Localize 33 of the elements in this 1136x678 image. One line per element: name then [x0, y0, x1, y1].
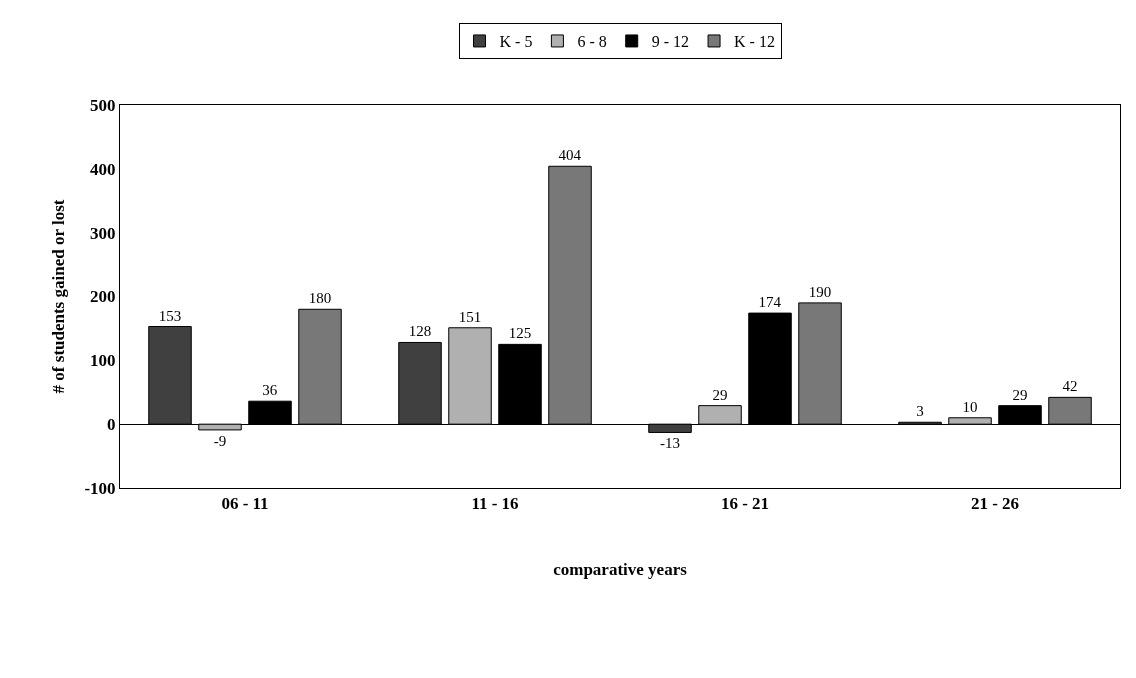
data-label: -13 — [660, 435, 680, 452]
legend-label: K - 12 — [734, 33, 775, 51]
y-tick-label: -100 — [84, 478, 116, 498]
data-label: 153 — [158, 307, 182, 324]
data-label: 42 — [1062, 378, 1078, 395]
data-label: 190 — [808, 283, 832, 300]
data-label: 151 — [458, 308, 482, 325]
y-tick-label: 200 — [90, 287, 116, 307]
data-label: 3 — [916, 403, 924, 420]
y-tick-label: 400 — [90, 159, 116, 179]
data-label: -9 — [213, 432, 227, 449]
data-label: 29 — [1012, 386, 1028, 403]
y-tick-label: 300 — [90, 223, 116, 243]
x-axis-title: comparative years — [553, 559, 688, 579]
y-axis-title: # of students gained or lost — [48, 199, 68, 394]
legend-label: 6 - 8 — [577, 33, 607, 51]
y-tick-label: 0 — [107, 415, 116, 435]
x-tick-label: 11 - 16 — [471, 494, 519, 514]
y-tick-label: 500 — [90, 95, 116, 115]
y-tick-label: 100 — [90, 351, 116, 371]
data-label: 128 — [408, 323, 432, 340]
data-label: 10 — [962, 398, 978, 415]
x-tick-label: 06 - 11 — [221, 494, 269, 514]
data-label: 29 — [712, 386, 728, 403]
data-label: 36 — [262, 382, 278, 399]
data-label: 404 — [558, 147, 582, 164]
x-tick-label: 21 - 26 — [970, 494, 1020, 514]
data-label: 174 — [758, 294, 782, 311]
data-label: 180 — [308, 290, 332, 307]
legend-label: K - 5 — [499, 33, 533, 51]
data-label: 125 — [508, 325, 532, 342]
x-tick-label: 16 - 21 — [720, 494, 770, 514]
legend-label: 9 - 12 — [651, 33, 690, 51]
